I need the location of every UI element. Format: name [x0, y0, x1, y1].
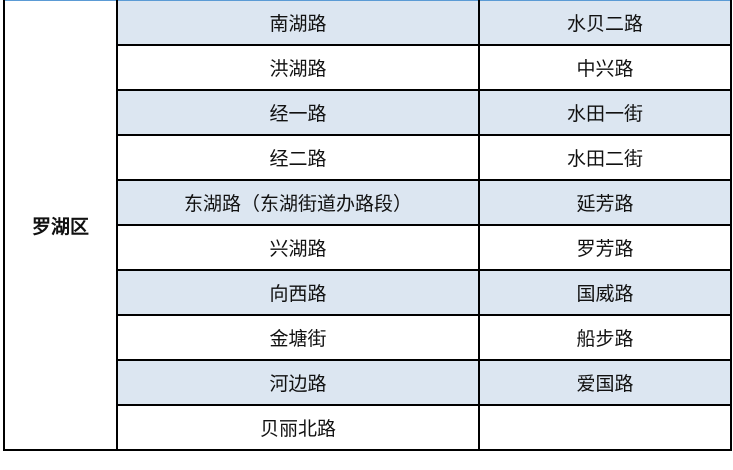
road-cell-left: 向西路 [116, 269, 480, 316]
road-cell-right: 罗芳路 [478, 224, 732, 271]
table-row: 罗湖区 南湖路 水贝二路 [3, 0, 732, 451]
road-cell-right: 水贝二路 [478, 0, 732, 46]
table-row: 河边路 爱国路 [4, 359, 732, 406]
road-cell-right: 水田二街 [478, 134, 732, 181]
road-cell-left: 南湖路 [116, 0, 480, 46]
road-cell-right: 中兴路 [478, 44, 732, 91]
road-cell-left: 洪湖路 [116, 44, 480, 91]
road-cell-right: 国威路 [478, 269, 732, 316]
road-cell-right: 船步路 [478, 314, 732, 361]
district-cell: 罗湖区 [3, 0, 118, 451]
table-row: 经二路 水田二街 [4, 134, 732, 181]
road-cell-left: 兴湖路 [116, 224, 480, 271]
road-cell-left: 河边路 [116, 359, 480, 406]
road-cell-left: 经二路 [116, 134, 480, 181]
table-row: 东湖路（东湖街道办路段） 延芳路 [4, 179, 732, 226]
road-cell-right [478, 404, 732, 451]
table-row: 贝丽北路 [4, 404, 732, 451]
table-row: 经一路 水田一街 [4, 89, 732, 136]
road-cell-left: 贝丽北路 [116, 404, 480, 451]
road-table: 罗湖区 南湖路 水贝二路 洪湖路 中兴路 经一路 水田一街 经二路 水田二街 东湖路（东湖街道办路… [3, 0, 732, 451]
road-cell-left: 东湖路（东湖街道办路段） [116, 179, 480, 226]
table-row: 金塘街 船步路 [4, 314, 732, 361]
road-cell-right: 爱国路 [478, 359, 732, 406]
road-cell-left: 金塘街 [116, 314, 480, 361]
table-row: 向西路 国威路 [4, 269, 732, 316]
table-row: 洪湖路 中兴路 [4, 44, 732, 91]
table-row: 兴湖路 罗芳路 [4, 224, 732, 271]
road-cell-left: 经一路 [116, 89, 480, 136]
road-cell-right: 延芳路 [478, 179, 732, 226]
road-cell-right: 水田一街 [478, 89, 732, 136]
